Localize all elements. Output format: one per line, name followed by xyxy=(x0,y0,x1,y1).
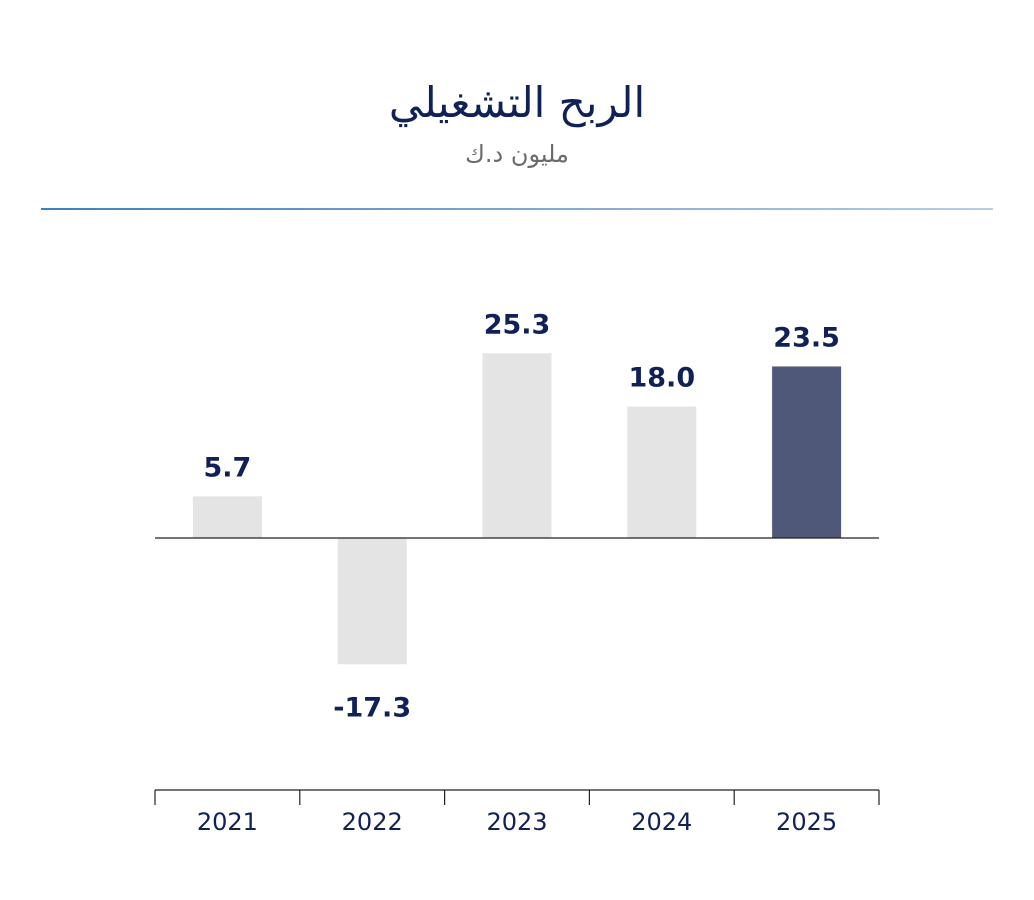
chart-title: الربح التشغيلي xyxy=(388,78,646,127)
x-tick-label-2021: 2021 xyxy=(197,808,258,836)
x-tick-label-2023: 2023 xyxy=(486,808,547,836)
bar-2024 xyxy=(627,406,697,538)
bar-2021 xyxy=(192,496,262,538)
data-label-2024: 18.0 xyxy=(628,363,695,394)
header-divider xyxy=(41,208,993,210)
data-label-2021: 5.7 xyxy=(203,452,251,483)
x-tick-label-2025: 2025 xyxy=(776,808,837,836)
bar-2022 xyxy=(337,538,407,665)
x-tick-label-2022: 2022 xyxy=(342,808,403,836)
bar-2025 xyxy=(772,366,842,538)
chart-subtitle: مليون د.ك xyxy=(465,140,569,168)
data-label-2022: -17.3 xyxy=(333,692,411,723)
data-label-2025: 23.5 xyxy=(773,322,840,353)
bar-2023 xyxy=(482,353,552,538)
data-label-2023: 25.3 xyxy=(484,309,551,340)
x-tick-label-2024: 2024 xyxy=(631,808,692,836)
